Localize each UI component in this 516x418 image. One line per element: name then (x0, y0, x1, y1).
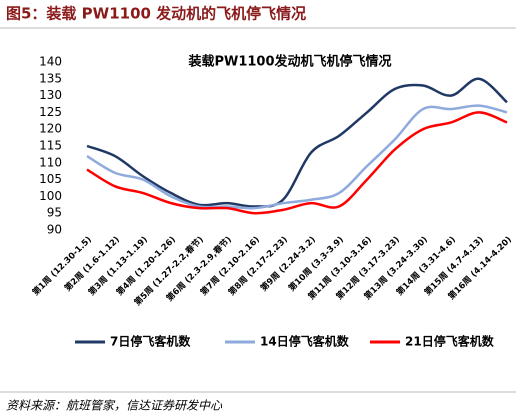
y-tick-label: 105 (39, 172, 62, 186)
series-line (86, 104, 508, 210)
legend-label: 7日停飞客机数 (110, 334, 191, 349)
y-tick-label: 95 (47, 206, 62, 220)
y-tick-label: 130 (39, 88, 62, 102)
y-tick-label: 125 (39, 105, 62, 119)
y-tick-label: 120 (39, 122, 62, 136)
y-tick-label: 100 (39, 189, 62, 203)
legend-label: 14日停飞客机数 (260, 334, 350, 349)
y-tick-label: 90 (47, 223, 62, 237)
y-tick-label: 135 (39, 71, 62, 85)
legend-label: 21日停飞客机数 (405, 334, 495, 349)
series-line (86, 111, 508, 215)
chart-title: 装载PW1100发动机飞机停飞情况 (187, 54, 391, 70)
y-tick-label: 140 (39, 55, 62, 69)
series-line (86, 77, 508, 208)
source: 资料来源：航班管家，信达证券研发中心 (6, 399, 223, 413)
y-tick-label: 110 (39, 155, 62, 169)
y-tick-label: 115 (39, 139, 62, 153)
figure-header: 图5：装载 PW1100 发动机的飞机停飞情况 (6, 5, 306, 23)
